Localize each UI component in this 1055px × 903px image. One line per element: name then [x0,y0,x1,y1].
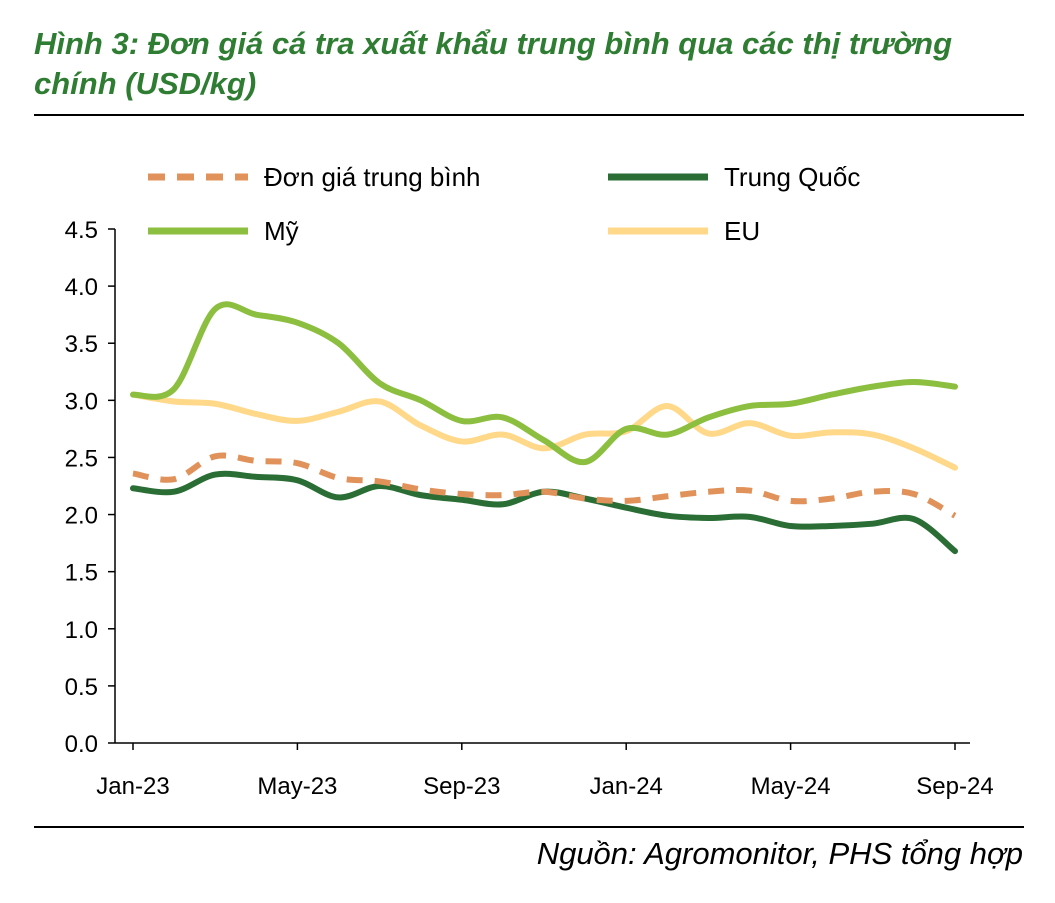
y-tick-label: 4.0 [65,274,98,301]
x-tick-label: Jan-23 [96,773,169,800]
y-tick-label: 0.5 [65,674,98,701]
y-tick-label: 3.5 [65,331,98,358]
y-tick-label: 1.5 [65,560,98,587]
y-tick-label: 1.0 [65,617,98,644]
legend-label-1: Trung Quốc [724,162,860,192]
y-tick-label: 0.0 [65,731,98,758]
series-line-3 [130,391,958,471]
y-tick-label: 4.5 [65,217,98,244]
x-tick-label: May-23 [257,773,337,800]
x-tick-label: May-24 [751,773,831,800]
y-tick-label: 2.5 [65,445,98,472]
legend-label-0: Đơn giá trung bình [264,162,481,192]
series-line-2 [130,301,958,466]
x-tick-label: Sep-23 [423,773,500,800]
top-divider [34,114,1024,116]
y-tick-label: 3.0 [65,388,98,415]
bottom-divider [34,826,1024,828]
x-tick-label: Sep-24 [916,773,993,800]
legend-label-3: EU [724,216,760,246]
series-line-1 [130,470,958,555]
legend-label-2: Mỹ [264,216,299,246]
source-note: Nguồn: Agromonitor, PHS tổng hợp [536,836,1023,871]
y-tick-label: 2.0 [65,503,98,530]
series-line-0 [132,452,957,519]
chart-title: Hình 3: Đơn giá cá tra xuất khẩu trung b… [34,26,953,101]
x-tick-label: Jan-24 [590,773,663,800]
